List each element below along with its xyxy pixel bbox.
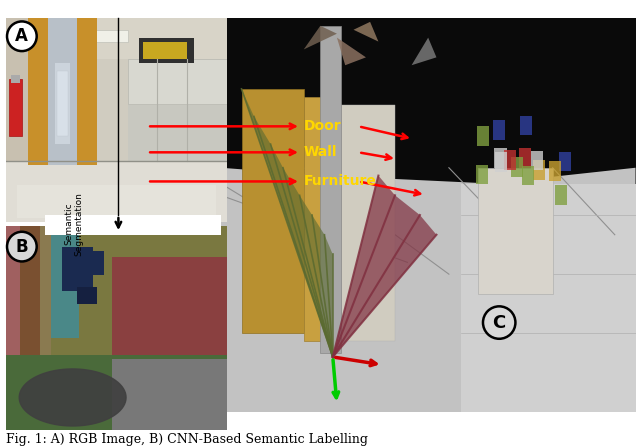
Text: Fig. 1: A) RGB Image, B) CNN-Based Semantic Labelling: Fig. 1: A) RGB Image, B) CNN-Based Seman… bbox=[6, 433, 369, 446]
FancyBboxPatch shape bbox=[113, 257, 227, 359]
FancyBboxPatch shape bbox=[81, 251, 104, 275]
FancyBboxPatch shape bbox=[113, 359, 227, 430]
FancyBboxPatch shape bbox=[504, 150, 516, 169]
FancyBboxPatch shape bbox=[40, 226, 51, 359]
Polygon shape bbox=[221, 168, 636, 412]
Text: A: A bbox=[15, 27, 28, 45]
FancyBboxPatch shape bbox=[61, 246, 93, 292]
FancyBboxPatch shape bbox=[519, 148, 531, 168]
FancyBboxPatch shape bbox=[143, 43, 188, 59]
FancyBboxPatch shape bbox=[6, 355, 227, 430]
FancyBboxPatch shape bbox=[128, 59, 227, 103]
FancyBboxPatch shape bbox=[555, 185, 567, 205]
FancyBboxPatch shape bbox=[139, 39, 194, 63]
Polygon shape bbox=[333, 176, 436, 357]
FancyBboxPatch shape bbox=[8, 79, 22, 136]
FancyBboxPatch shape bbox=[128, 59, 227, 160]
Polygon shape bbox=[19, 369, 126, 426]
FancyBboxPatch shape bbox=[6, 160, 227, 222]
FancyBboxPatch shape bbox=[476, 165, 488, 185]
FancyBboxPatch shape bbox=[494, 148, 507, 168]
FancyBboxPatch shape bbox=[559, 151, 572, 171]
FancyBboxPatch shape bbox=[77, 288, 97, 304]
Text: C: C bbox=[493, 314, 506, 332]
Polygon shape bbox=[241, 89, 333, 357]
FancyBboxPatch shape bbox=[11, 75, 20, 83]
FancyBboxPatch shape bbox=[28, 18, 49, 165]
FancyBboxPatch shape bbox=[45, 215, 221, 235]
FancyBboxPatch shape bbox=[477, 126, 489, 146]
Polygon shape bbox=[337, 38, 366, 65]
FancyBboxPatch shape bbox=[6, 226, 227, 359]
FancyBboxPatch shape bbox=[6, 226, 20, 359]
Text: Wall: Wall bbox=[304, 145, 337, 159]
FancyBboxPatch shape bbox=[61, 30, 128, 43]
FancyBboxPatch shape bbox=[46, 226, 79, 338]
FancyBboxPatch shape bbox=[55, 63, 70, 144]
FancyBboxPatch shape bbox=[6, 59, 227, 160]
FancyBboxPatch shape bbox=[533, 160, 545, 180]
FancyBboxPatch shape bbox=[221, 18, 636, 184]
FancyBboxPatch shape bbox=[49, 18, 77, 165]
FancyBboxPatch shape bbox=[549, 161, 561, 181]
FancyBboxPatch shape bbox=[495, 152, 508, 172]
Polygon shape bbox=[304, 26, 337, 49]
Polygon shape bbox=[321, 26, 341, 353]
FancyBboxPatch shape bbox=[478, 168, 552, 294]
FancyBboxPatch shape bbox=[493, 121, 506, 140]
Polygon shape bbox=[461, 184, 636, 412]
Text: Furniture: Furniture bbox=[304, 174, 377, 189]
FancyBboxPatch shape bbox=[6, 18, 28, 160]
FancyBboxPatch shape bbox=[511, 157, 523, 177]
Text: Door: Door bbox=[304, 119, 342, 134]
Polygon shape bbox=[304, 97, 337, 341]
FancyBboxPatch shape bbox=[17, 185, 216, 218]
Polygon shape bbox=[353, 22, 378, 42]
FancyBboxPatch shape bbox=[531, 151, 543, 170]
Polygon shape bbox=[412, 38, 436, 65]
Text: Semantic
Segmentation: Semantic Segmentation bbox=[64, 192, 83, 256]
FancyBboxPatch shape bbox=[6, 226, 46, 430]
FancyBboxPatch shape bbox=[522, 166, 534, 185]
FancyBboxPatch shape bbox=[77, 18, 97, 165]
FancyBboxPatch shape bbox=[57, 71, 68, 136]
FancyBboxPatch shape bbox=[6, 18, 227, 59]
Polygon shape bbox=[341, 105, 395, 341]
FancyBboxPatch shape bbox=[520, 116, 532, 135]
Text: B: B bbox=[15, 237, 28, 256]
Polygon shape bbox=[241, 89, 304, 333]
